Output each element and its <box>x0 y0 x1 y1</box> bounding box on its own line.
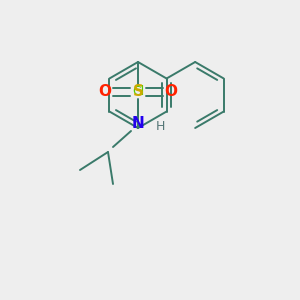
Text: Cl: Cl <box>132 85 144 98</box>
Text: S: S <box>133 85 143 100</box>
Text: O: O <box>164 85 178 100</box>
Text: H: H <box>156 121 165 134</box>
Text: O: O <box>98 85 112 100</box>
Text: N: N <box>132 116 144 131</box>
